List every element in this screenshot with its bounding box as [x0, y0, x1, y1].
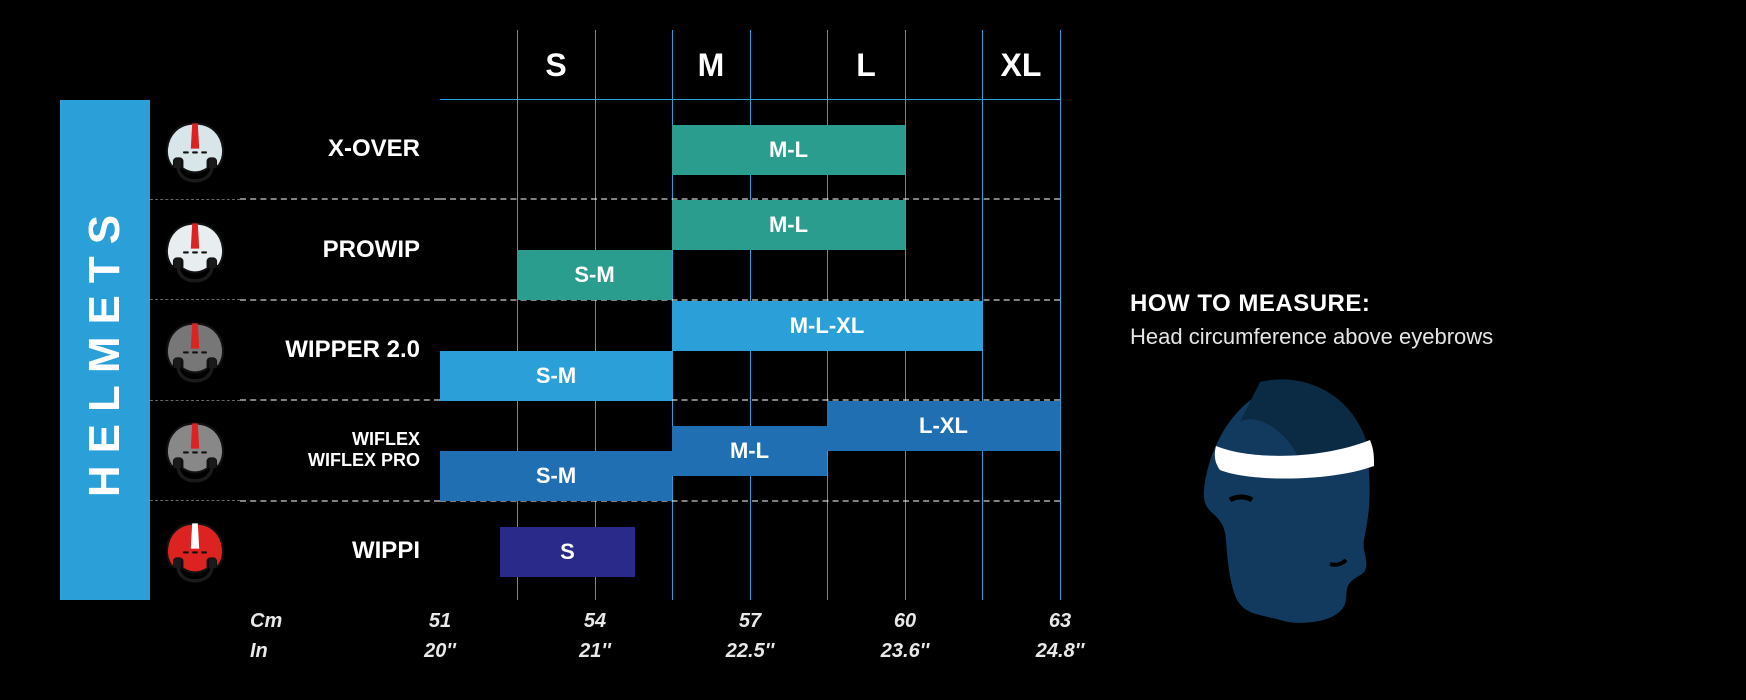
size-segment: M-L [672, 125, 905, 175]
gridline [1060, 30, 1061, 600]
axis-row-in: In 20''21''22.5''23.6''24.8'' [190, 640, 1070, 670]
chart-row: M-LS-M [440, 200, 1060, 300]
size-header: XL [982, 30, 1060, 100]
size-header: L [827, 30, 905, 100]
row-label: WIPPI [240, 502, 440, 600]
measure-info-panel: HOW TO MEASURE: Head circumference above… [1130, 290, 1690, 635]
size-segment: L-XL [827, 401, 1060, 451]
size-segment: S-M [440, 451, 672, 501]
axis-labels: Cm 5154576063 In 20''21''22.5''23.6''24.… [190, 610, 1070, 690]
chart-row: M-L-XLS-M [440, 301, 1060, 401]
helmet-icon [150, 200, 240, 300]
helmet-icon [150, 501, 240, 600]
helmet-icon [150, 300, 240, 400]
axis-tick: 60 [894, 610, 916, 633]
size-segment: S [500, 527, 635, 577]
head-measure-icon [1170, 370, 1400, 630]
axis-tick: 22.5'' [726, 640, 774, 663]
size-chart-grid: SMLXL M-LM-LS-MM-L-XLS-ML-XLM-LS-MS [440, 30, 1060, 600]
axis-tick: 20'' [424, 640, 456, 663]
axis-tick: 54 [584, 610, 606, 633]
chart-row: S [440, 502, 1060, 600]
size-segment: M-L-XL [672, 301, 982, 351]
size-segment: S-M [440, 351, 672, 401]
measure-title: HOW TO MEASURE: [1130, 290, 1690, 318]
row-label: PROWIP [240, 200, 440, 300]
chart-row: L-XLM-LS-M [440, 401, 1060, 501]
size-header: S [517, 30, 595, 100]
helmet-icon [150, 100, 240, 200]
row-label: WIFLEXWIFLEX PRO [240, 401, 440, 501]
size-segment: M-L [672, 426, 827, 476]
axis-tick: 51 [429, 610, 451, 633]
measure-subtitle: Head circumference above eyebrows [1130, 324, 1690, 350]
helmet-icons-column [150, 100, 240, 600]
helmet-icon [150, 401, 240, 501]
axis-tick: 21'' [579, 640, 611, 663]
size-header: M [672, 30, 750, 100]
row-label: WIPPER 2.0 [240, 301, 440, 401]
axis-unit-cm: Cm [250, 610, 310, 633]
size-segment: S-M [517, 250, 672, 300]
chart-rows: M-LM-LS-MM-L-XLS-ML-XLM-LS-MS [440, 100, 1060, 600]
category-sidebar: HELMETS [60, 100, 150, 600]
axis-row-cm: Cm 51 54 57 60 63 [190, 610, 1070, 640]
chart-row: M-L [440, 100, 1060, 200]
size-chart-container: HELMETS [0, 0, 1746, 700]
axis-tick: 57 [739, 610, 761, 633]
axis-unit-in: In [250, 640, 310, 663]
size-segment: M-L [672, 200, 905, 250]
row-label: X-OVER [240, 100, 440, 200]
row-labels-column: X-OVERPROWIPWIPPER 2.0WIFLEXWIFLEX PROWI… [240, 100, 440, 600]
axis-tick: 24.8'' [1036, 640, 1084, 663]
axis-tick: 63 [1049, 610, 1071, 633]
category-label: HELMETS [80, 203, 130, 497]
axis-tick: 23.6'' [881, 640, 929, 663]
